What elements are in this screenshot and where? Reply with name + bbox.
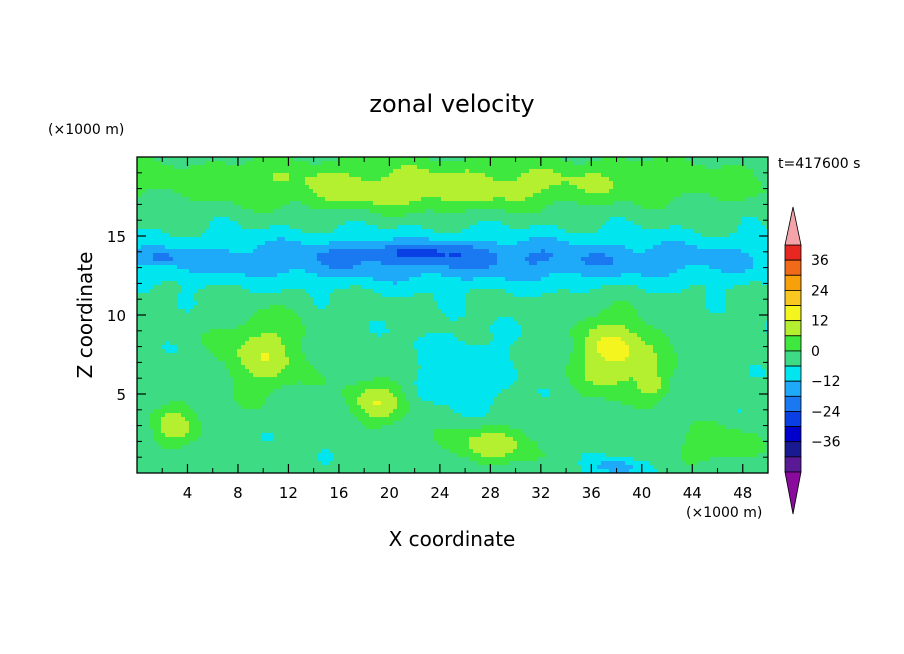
- chart-title: zonal velocity: [369, 90, 534, 118]
- colorbar-tick-label: 36: [811, 253, 829, 269]
- colorbar-tick-label: −12: [811, 374, 841, 390]
- colorbar-swatch: [784, 274, 802, 291]
- colorbar-min-arrow: [784, 471, 802, 515]
- y-axis: 5 10 15: [107, 172, 768, 458]
- colorbar-swatch: [784, 289, 802, 306]
- y-tick-label: 10: [107, 307, 126, 325]
- x-tick-label: 4: [183, 484, 193, 502]
- colorbar: 36 24 12 0 −12 −24 −36: [784, 206, 841, 515]
- x-tick-label: 44: [683, 484, 702, 502]
- colorbar-swatch: [784, 350, 802, 367]
- colorbar-max-arrow: [784, 206, 802, 246]
- colorbar-swatch: [784, 456, 802, 473]
- colorbar-swatch: [784, 244, 802, 261]
- x-tick-label: 8: [233, 484, 243, 502]
- contour-field: [137, 157, 768, 473]
- colorbar-swatch: [784, 305, 802, 322]
- x-tick-label: 20: [380, 484, 399, 502]
- x-tick-label: 32: [531, 484, 550, 502]
- x-tick-label: 36: [582, 484, 601, 502]
- y-axis-label: Z coordinate: [73, 252, 97, 379]
- y-unit-label: (×1000 m): [48, 122, 124, 138]
- colorbar-tick-label: 24: [811, 283, 829, 299]
- colorbar-tick-label: 0: [811, 344, 820, 360]
- y-tick-label: 15: [107, 228, 126, 246]
- x-axis-label: X coordinate: [389, 527, 516, 551]
- colorbar-tick-label: −36: [811, 435, 841, 451]
- x-unit-label: (×1000 m): [686, 505, 762, 521]
- x-tick-label: 16: [329, 484, 348, 502]
- colorbar-swatch: [784, 320, 802, 337]
- colorbar-swatch: [784, 395, 802, 412]
- colorbar-swatch: [784, 259, 802, 276]
- time-label: t=417600 s: [778, 156, 860, 172]
- colorbar-swatch: [784, 411, 802, 428]
- colorbar-swatch: [784, 380, 802, 397]
- colorbar-swatch: [784, 426, 802, 443]
- colorbar-tick-label: 12: [811, 314, 829, 330]
- x-tick-label: 48: [733, 484, 752, 502]
- x-tick-label: 40: [632, 484, 651, 502]
- x-tick-label: 28: [481, 484, 500, 502]
- colorbar-tick-label: −24: [811, 404, 841, 420]
- x-axis: 4 8 12 16 20 24 28 32 36 40 44 48: [161, 157, 752, 502]
- x-tick-label: 24: [430, 484, 449, 502]
- colorbar-swatch: [784, 335, 802, 352]
- colorbar-swatch: [784, 441, 802, 458]
- y-tick-label: 5: [116, 386, 126, 404]
- colorbar-swatch: [784, 365, 802, 382]
- x-tick-label: 12: [279, 484, 298, 502]
